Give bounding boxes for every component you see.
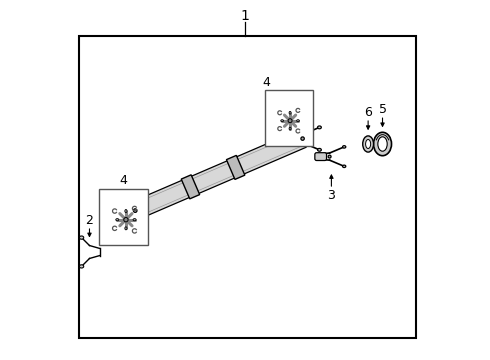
Ellipse shape: [115, 198, 120, 201]
Polygon shape: [181, 175, 199, 199]
Text: 3: 3: [327, 189, 335, 202]
Ellipse shape: [328, 155, 331, 158]
Polygon shape: [131, 130, 306, 219]
Ellipse shape: [343, 165, 346, 167]
FancyBboxPatch shape: [315, 153, 326, 161]
Ellipse shape: [281, 120, 284, 122]
Ellipse shape: [289, 127, 291, 130]
Ellipse shape: [115, 220, 120, 223]
Text: 6: 6: [364, 106, 372, 119]
Ellipse shape: [79, 265, 84, 268]
Ellipse shape: [125, 227, 127, 230]
Bar: [99, 189, 148, 245]
Ellipse shape: [301, 137, 304, 140]
Ellipse shape: [133, 209, 137, 212]
Ellipse shape: [318, 126, 321, 129]
FancyBboxPatch shape: [286, 134, 299, 143]
Text: 5: 5: [378, 103, 387, 116]
Ellipse shape: [343, 146, 346, 148]
Text: 1: 1: [241, 9, 249, 23]
Ellipse shape: [133, 219, 136, 221]
Ellipse shape: [363, 136, 373, 152]
Ellipse shape: [378, 137, 387, 151]
Bar: [79, 36, 416, 338]
Ellipse shape: [288, 119, 292, 123]
Ellipse shape: [124, 217, 128, 222]
Polygon shape: [226, 156, 245, 179]
Ellipse shape: [125, 210, 127, 212]
Text: 2: 2: [86, 214, 94, 227]
Bar: [265, 90, 314, 146]
Ellipse shape: [289, 111, 291, 114]
Ellipse shape: [318, 148, 321, 151]
Text: 4: 4: [263, 76, 270, 89]
Ellipse shape: [366, 139, 370, 148]
Ellipse shape: [296, 120, 299, 122]
Text: 4: 4: [120, 174, 127, 186]
Ellipse shape: [116, 219, 119, 221]
Ellipse shape: [373, 132, 392, 156]
Ellipse shape: [79, 236, 84, 239]
